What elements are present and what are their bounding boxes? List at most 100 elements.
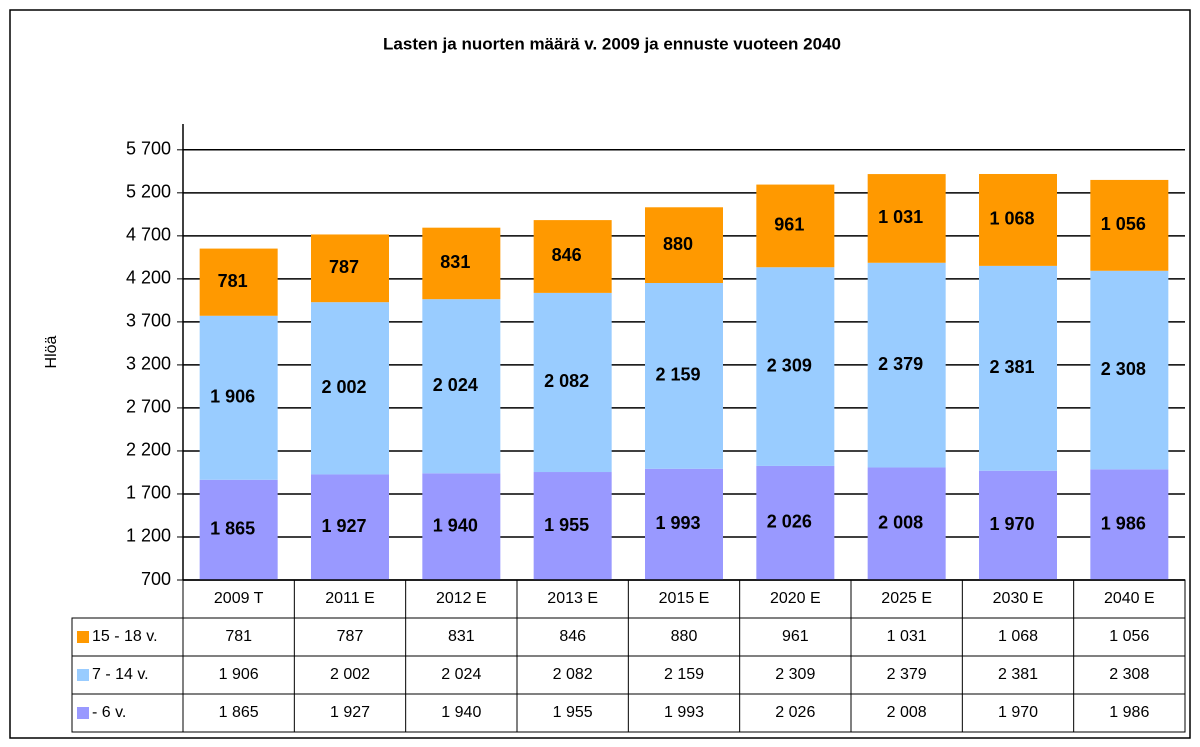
table-cell: 1 056	[1109, 628, 1149, 645]
table-cell: 781	[225, 628, 252, 645]
table-cell: 2 381	[998, 666, 1038, 683]
bar-segment	[867, 262, 946, 468]
bar-segment	[311, 474, 389, 580]
data-label: 1 068	[989, 209, 1034, 229]
table-cell: 2 082	[553, 666, 593, 683]
legend-label: 15 - 18 v.	[92, 628, 158, 645]
x-tick-label: 2009 T	[214, 590, 264, 607]
bar-segment	[199, 248, 278, 316]
bar-segment	[645, 207, 723, 283]
table-cell: 1 865	[219, 704, 259, 721]
bar-segment	[645, 468, 723, 580]
bar-segment	[756, 267, 835, 466]
table-cell: 1 927	[330, 704, 370, 721]
table-cell: 787	[337, 628, 364, 645]
table-cell: 1 068	[998, 628, 1038, 645]
x-tick-label: 2015 E	[659, 590, 710, 607]
data-label: 1 993	[655, 513, 700, 533]
x-tick-label: 2012 E	[436, 590, 487, 607]
x-tick-label: 2011 E	[325, 590, 375, 607]
x-tick-label: 2020 E	[770, 590, 821, 607]
data-label: 2 381	[989, 357, 1034, 377]
bar-segment	[311, 302, 389, 475]
legend-label: - 6 v.	[92, 704, 126, 721]
data-label: 2 024	[433, 375, 478, 395]
table-cell: 1 955	[553, 704, 593, 721]
data-label: 2 159	[655, 365, 700, 385]
table-cell: 2 008	[887, 704, 927, 721]
data-label: 1 940	[433, 515, 478, 535]
table-cell: 2 024	[441, 666, 481, 683]
bar-segment	[533, 292, 612, 473]
data-label: 1 970	[989, 514, 1034, 534]
bar-segment	[199, 479, 278, 580]
table-cell: 2 308	[1109, 666, 1149, 683]
legend-swatch	[77, 669, 89, 681]
bar-segment	[422, 473, 501, 580]
bar-segment	[979, 265, 1057, 471]
table-cell: 1 970	[998, 704, 1038, 721]
data-label: 846	[552, 245, 582, 265]
y-tick-label: 2 700	[126, 397, 171, 417]
data-label: 2 379	[878, 354, 923, 374]
y-tick-label: 1 200	[126, 526, 171, 546]
data-label: 1 056	[1101, 214, 1146, 234]
data-label: 1 865	[210, 519, 255, 539]
y-axis-label: Hlöä	[43, 335, 60, 368]
table-cell: 2 159	[664, 666, 704, 683]
data-label: 880	[663, 234, 693, 254]
bar-segment	[867, 467, 946, 580]
table-cell: 831	[448, 628, 475, 645]
bar-segment	[533, 472, 612, 580]
x-tick-label: 2013 E	[547, 590, 598, 607]
chart-title: Lasten ja nuorten määrä v. 2009 ja ennus…	[383, 34, 841, 53]
y-tick-label: 700	[141, 569, 171, 589]
table-cell: 1 940	[441, 704, 481, 721]
table-cell: 1 031	[887, 628, 927, 645]
bar-segment	[867, 174, 946, 263]
data-label: 1 927	[321, 516, 366, 536]
legend-label: 7 - 14 v.	[92, 666, 149, 683]
y-tick-label: 4 200	[126, 268, 171, 288]
data-label: 1 031	[878, 207, 923, 227]
legend-swatch	[77, 707, 89, 719]
bar-segment	[422, 227, 501, 300]
table-cell: 2 002	[330, 666, 370, 683]
x-tick-label: 2025 E	[881, 590, 932, 607]
table-cell: 961	[782, 628, 809, 645]
legend-swatch	[77, 631, 89, 643]
bar-segment	[422, 299, 501, 474]
bar-segment	[1090, 270, 1169, 470]
bar-segment	[311, 234, 389, 303]
y-tick-label: 3 200	[126, 354, 171, 374]
data-label: 2 082	[544, 371, 589, 391]
y-tick-label: 4 700	[126, 225, 171, 245]
data-label: 1 906	[210, 387, 255, 407]
table-cell: 846	[559, 628, 586, 645]
data-label: 2 002	[321, 377, 366, 397]
y-tick-label: 3 700	[126, 311, 171, 331]
data-label: 787	[329, 257, 359, 277]
bar-segment	[1090, 469, 1169, 580]
table-cell: 2 026	[775, 704, 815, 721]
data-label: 2 309	[767, 355, 812, 375]
bar-segment	[199, 315, 278, 480]
y-tick-label: 5 200	[126, 182, 171, 202]
bar-segment	[533, 220, 612, 293]
data-label: 2 008	[878, 512, 923, 532]
table-cell: 2 309	[775, 666, 815, 683]
bar-segment	[756, 184, 835, 268]
bar-segment	[979, 173, 1057, 266]
table-cell: 1 993	[664, 704, 704, 721]
table-cell: 1 986	[1109, 704, 1149, 721]
data-label: 1 955	[544, 515, 589, 535]
table-cell: 2 379	[887, 666, 927, 683]
y-tick-label: 2 200	[126, 440, 171, 460]
table-cell: 1 906	[219, 666, 259, 683]
bar-segment	[979, 470, 1057, 580]
data-label: 781	[218, 271, 248, 291]
bar-segment	[756, 465, 835, 580]
x-tick-label: 2030 E	[993, 590, 1044, 607]
x-tick-label: 2040 E	[1104, 590, 1155, 607]
